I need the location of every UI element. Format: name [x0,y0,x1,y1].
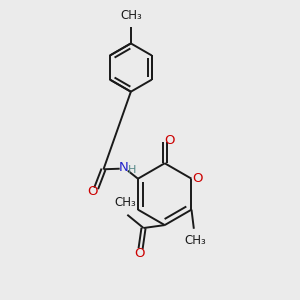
Text: N: N [119,161,129,174]
Text: CH₃: CH₃ [120,9,142,22]
Text: H: H [128,165,136,175]
Text: O: O [87,185,98,198]
Text: CH₃: CH₃ [184,234,206,247]
Text: O: O [134,248,144,260]
Text: O: O [164,134,174,147]
Text: CH₃: CH₃ [114,196,136,209]
Text: O: O [193,172,203,185]
